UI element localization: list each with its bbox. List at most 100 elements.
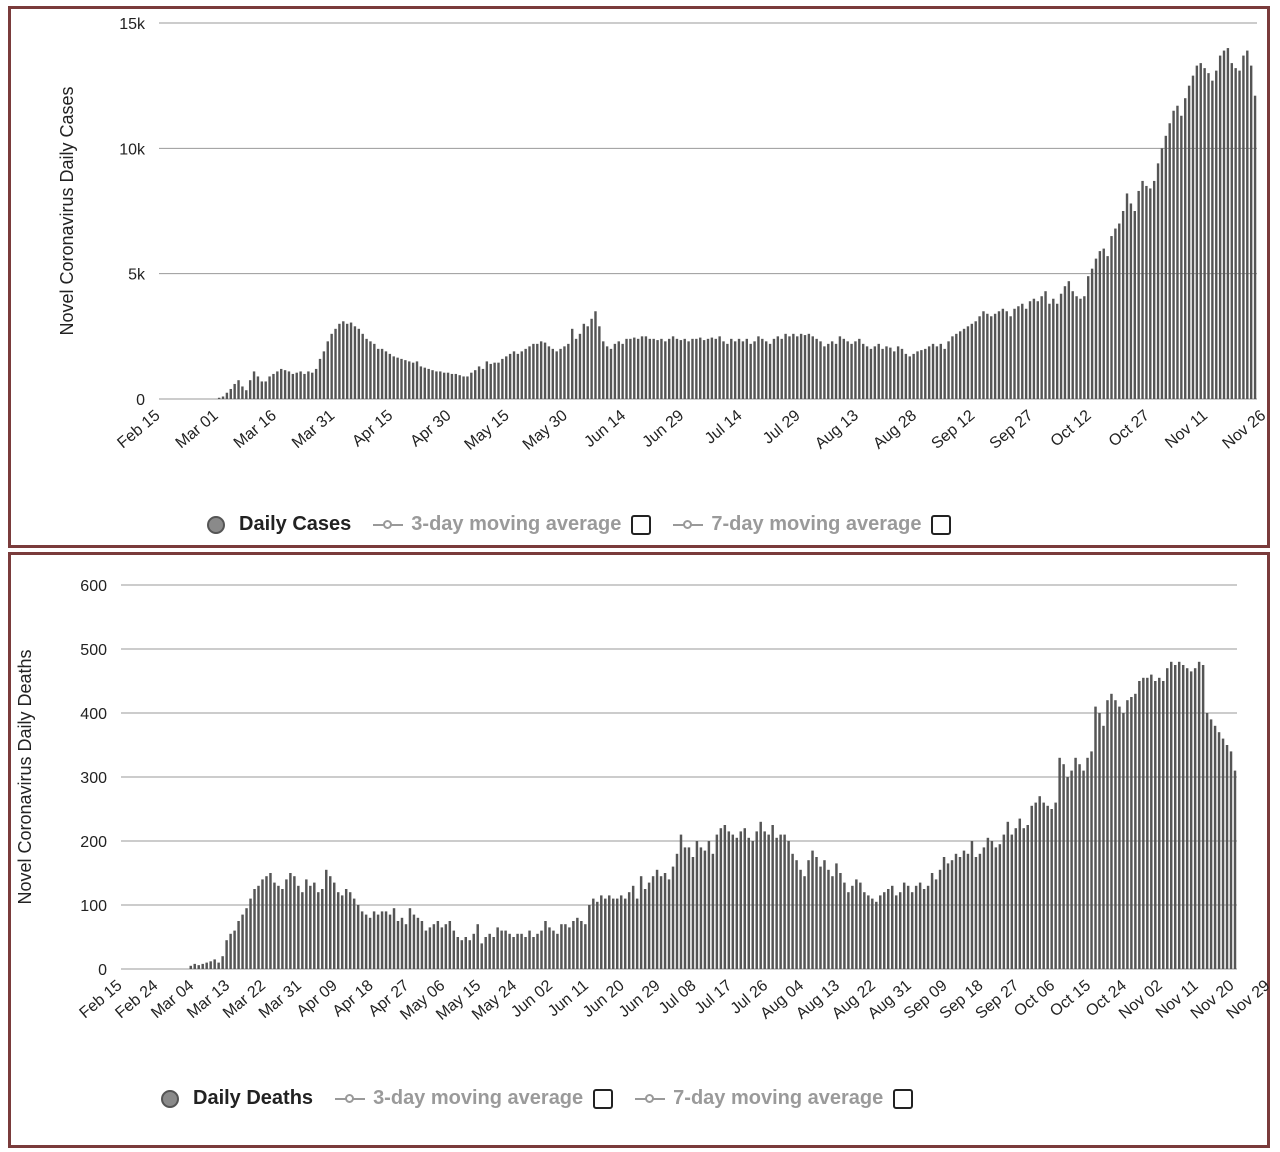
bar[interactable] — [1059, 293, 1063, 399]
bar[interactable] — [400, 358, 403, 399]
bar[interactable] — [1122, 713, 1125, 969]
bar[interactable] — [763, 831, 766, 969]
bar[interactable] — [1106, 700, 1109, 969]
bar[interactable] — [779, 834, 782, 969]
bar[interactable] — [745, 338, 749, 399]
bar[interactable] — [584, 924, 587, 969]
bar[interactable] — [598, 326, 601, 399]
bar[interactable] — [714, 338, 717, 399]
bar[interactable] — [560, 924, 563, 969]
bar[interactable] — [380, 348, 384, 399]
bar[interactable] — [536, 343, 539, 399]
bar[interactable] — [955, 333, 958, 399]
bar[interactable] — [1055, 303, 1059, 399]
bar[interactable] — [951, 336, 954, 399]
bar[interactable] — [1156, 163, 1160, 399]
bar[interactable] — [229, 933, 232, 969]
bar[interactable] — [419, 366, 423, 399]
bar[interactable] — [974, 857, 978, 969]
bar[interactable] — [815, 338, 818, 399]
bar[interactable] — [711, 853, 715, 969]
bar[interactable] — [998, 844, 1002, 969]
bar[interactable] — [245, 908, 248, 969]
bar[interactable] — [1152, 180, 1156, 399]
bar[interactable] — [221, 956, 224, 969]
checkbox-3day-average[interactable] — [631, 514, 652, 535]
bar[interactable] — [1195, 65, 1199, 399]
bar[interactable] — [1054, 802, 1057, 969]
bar[interactable] — [309, 885, 312, 969]
bar[interactable] — [485, 361, 489, 399]
bar[interactable] — [978, 316, 981, 399]
bar[interactable] — [249, 898, 252, 969]
bar[interactable] — [237, 380, 240, 399]
bar[interactable] — [446, 372, 450, 399]
bar[interactable] — [757, 336, 760, 399]
bar[interactable] — [480, 943, 483, 969]
bar[interactable] — [726, 343, 729, 399]
bar[interactable] — [512, 937, 515, 969]
bar[interactable] — [719, 828, 723, 969]
bar[interactable] — [867, 895, 870, 969]
bar[interactable] — [225, 392, 229, 399]
bar[interactable] — [722, 341, 725, 399]
bar[interactable] — [404, 924, 408, 969]
bar[interactable] — [303, 373, 306, 399]
bar[interactable] — [635, 898, 639, 969]
bar[interactable] — [990, 316, 993, 399]
bar[interactable] — [652, 338, 655, 399]
bar[interactable] — [1046, 805, 1049, 969]
bar[interactable] — [283, 370, 287, 399]
bar[interactable] — [1149, 188, 1152, 399]
legend-item-7day-average[interactable]: 7-day moving average — [635, 1087, 914, 1110]
bar[interactable] — [477, 366, 481, 399]
bar[interactable] — [859, 882, 862, 969]
bar[interactable] — [843, 882, 846, 969]
bar[interactable] — [847, 892, 850, 969]
bar[interactable] — [357, 328, 361, 399]
bar[interactable] — [823, 860, 826, 969]
bar[interactable] — [1044, 291, 1047, 399]
bar[interactable] — [496, 927, 499, 969]
bar[interactable] — [788, 336, 791, 399]
bar[interactable] — [1246, 50, 1249, 399]
bar[interactable] — [659, 876, 663, 969]
bar[interactable] — [388, 353, 392, 399]
bar[interactable] — [898, 892, 902, 969]
bar[interactable] — [1221, 738, 1225, 969]
bar[interactable] — [493, 362, 496, 399]
bar[interactable] — [683, 847, 687, 969]
bar[interactable] — [715, 834, 719, 969]
bar[interactable] — [1050, 809, 1053, 969]
bar[interactable] — [612, 898, 615, 969]
bar[interactable] — [408, 908, 412, 969]
checkbox-3day-average[interactable] — [593, 1088, 614, 1109]
bar[interactable] — [902, 882, 906, 969]
bar[interactable] — [1083, 296, 1086, 399]
bar[interactable] — [986, 313, 989, 399]
bar[interactable] — [958, 331, 962, 399]
bar[interactable] — [1189, 671, 1193, 969]
bar[interactable] — [842, 338, 845, 399]
bar[interactable] — [1114, 228, 1117, 399]
bar[interactable] — [993, 313, 997, 399]
bar[interactable] — [759, 821, 762, 969]
bar[interactable] — [1030, 805, 1033, 969]
bar[interactable] — [360, 911, 364, 969]
bar[interactable] — [617, 341, 620, 399]
bar[interactable] — [1014, 828, 1018, 969]
bar[interactable] — [718, 336, 721, 399]
bar[interactable] — [539, 341, 543, 399]
bar[interactable] — [962, 850, 966, 969]
bar[interactable] — [922, 889, 926, 969]
bar[interactable] — [803, 335, 807, 399]
bar[interactable] — [639, 876, 643, 969]
bar[interactable] — [990, 841, 994, 969]
bar[interactable] — [1226, 48, 1230, 400]
bar[interactable] — [574, 338, 578, 399]
bar[interactable] — [671, 336, 675, 399]
bar[interactable] — [830, 341, 834, 399]
bar[interactable] — [516, 353, 520, 399]
bar[interactable] — [904, 353, 908, 399]
bar[interactable] — [1201, 665, 1205, 969]
